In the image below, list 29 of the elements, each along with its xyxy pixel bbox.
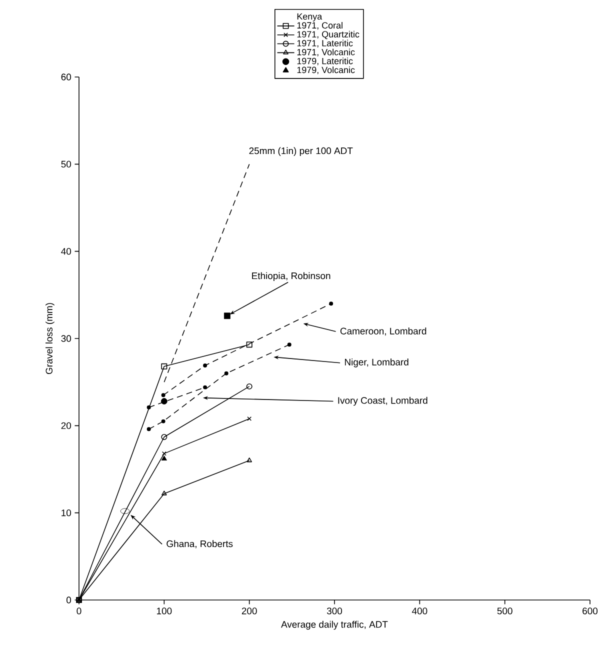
- annotation: Ivory Coast, Lombard: [338, 396, 428, 406]
- y-tick-label: 60: [61, 74, 72, 80]
- annotation: Cameroon, Lombard: [340, 327, 426, 336]
- y-tick-label: 30: [61, 335, 72, 342]
- y-tick-label: 20: [61, 422, 72, 430]
- annotation: Ghana, Roberts: [166, 540, 233, 548]
- x-tick-label: 0: [76, 608, 82, 614]
- annotation: Ethiopia, Robinson: [252, 272, 330, 282]
- legend-label: 1979, Volcanic: [297, 66, 355, 74]
- y-tick-label: 10: [62, 509, 72, 516]
- x-tick-label: 300: [326, 608, 342, 614]
- x-tick-label: 500: [497, 608, 512, 614]
- y-tick-label: 50: [61, 160, 72, 168]
- legend-label: 1979, Lateritic: [297, 58, 353, 66]
- x-tick-label: 400: [412, 608, 428, 614]
- legend-label: 1971, Volcanic: [297, 48, 355, 56]
- legend-title: Kenya: [297, 13, 322, 22]
- x-tick-label: 600: [582, 608, 598, 614]
- legend-label: 1971, Lateritic: [297, 40, 353, 48]
- legend-label: 1971, Quartzitic: [297, 30, 360, 40]
- x-tick-label: 100: [156, 608, 172, 614]
- annotation: Niger, Lombard: [344, 358, 408, 368]
- x-tick-label: 200: [242, 608, 257, 614]
- y-tick-label: 40: [61, 248, 72, 255]
- x-axis-title: Average daily traffic, ADT: [281, 620, 388, 630]
- annotation: 25mm (1in) per 100 ADT: [249, 147, 353, 156]
- y-axis-title: Gravel loss (mm): [46, 303, 54, 374]
- y-tick-label: 0: [66, 596, 72, 604]
- legend-label: 1971, Coral: [297, 22, 342, 30]
